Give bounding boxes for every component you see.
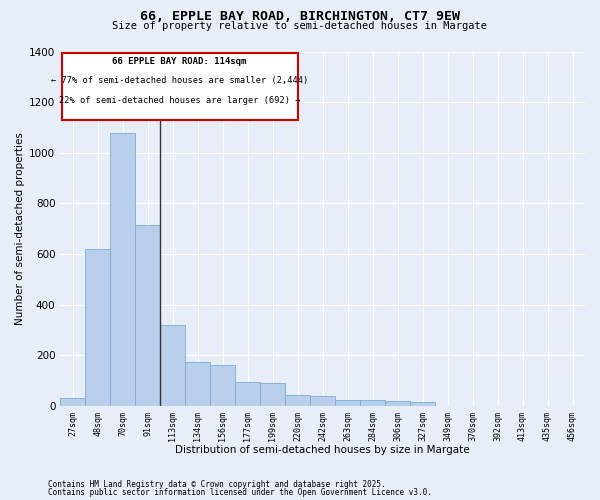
Text: 66 EPPLE BAY ROAD: 114sqm: 66 EPPLE BAY ROAD: 114sqm [112, 56, 247, 66]
Bar [235, 382, 260, 406]
Bar [360, 400, 385, 406]
Bar [310, 396, 335, 406]
Bar [60, 398, 85, 406]
Bar [410, 402, 435, 406]
Bar [260, 383, 285, 406]
Text: Contains public sector information licensed under the Open Government Licence v3: Contains public sector information licen… [48, 488, 432, 497]
Text: 22% of semi-detached houses are larger (692) →: 22% of semi-detached houses are larger (… [59, 96, 301, 105]
Text: Size of property relative to semi-detached houses in Margate: Size of property relative to semi-detach… [113, 21, 487, 31]
X-axis label: Distribution of semi-detached houses by size in Margate: Distribution of semi-detached houses by … [175, 445, 470, 455]
Bar [335, 400, 360, 406]
Bar [385, 402, 410, 406]
Text: ← 77% of semi-detached houses are smaller (2,444): ← 77% of semi-detached houses are smalle… [51, 76, 308, 84]
Bar [110, 132, 135, 406]
Text: 66, EPPLE BAY ROAD, BIRCHINGTON, CT7 9EW: 66, EPPLE BAY ROAD, BIRCHINGTON, CT7 9EW [140, 10, 460, 23]
Bar [85, 249, 110, 406]
FancyBboxPatch shape [62, 53, 298, 120]
Text: Contains HM Land Registry data © Crown copyright and database right 2025.: Contains HM Land Registry data © Crown c… [48, 480, 386, 489]
Bar [160, 325, 185, 406]
Bar [285, 394, 310, 406]
Bar [135, 225, 160, 406]
Bar [185, 362, 210, 406]
Bar [210, 366, 235, 406]
Y-axis label: Number of semi-detached properties: Number of semi-detached properties [15, 132, 25, 325]
